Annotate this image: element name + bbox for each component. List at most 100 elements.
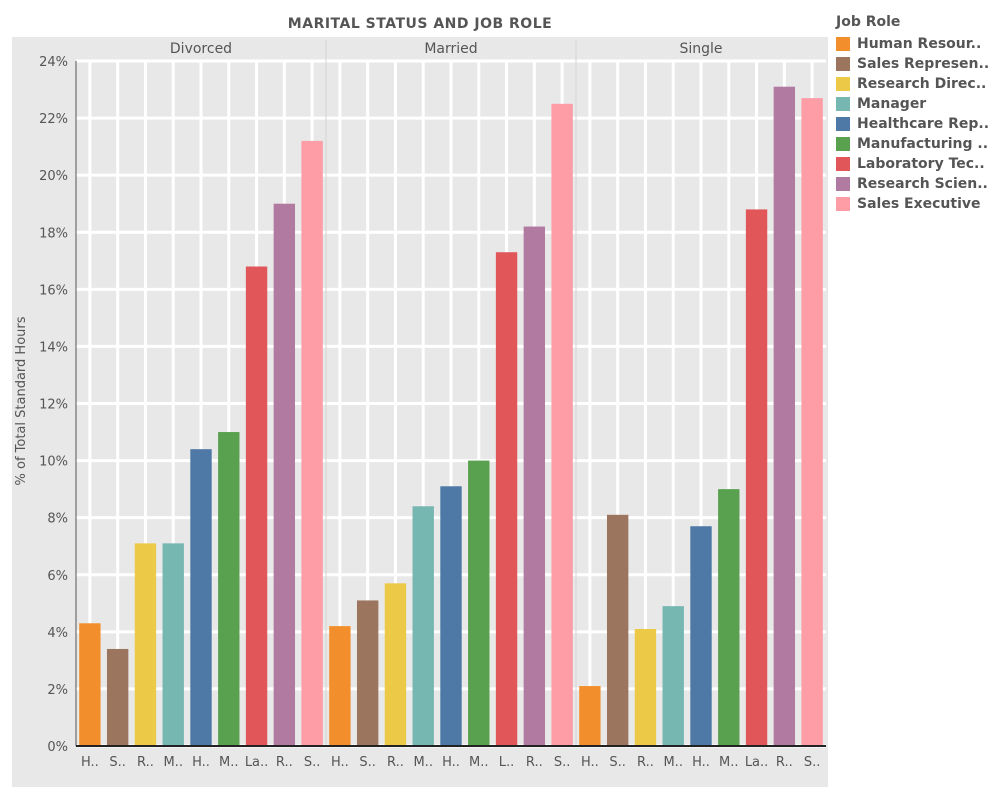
y-tick-label: 16%	[39, 283, 68, 298]
bar[interactable]	[134, 543, 157, 746]
legend-label: Manufacturing ..	[857, 136, 989, 152]
x-tick-label: M..	[663, 755, 682, 770]
bar[interactable]	[329, 626, 351, 746]
bar[interactable]	[773, 86, 796, 746]
x-tick-label: M..	[163, 755, 182, 770]
x-tick-label: M..	[719, 755, 738, 770]
legend-label: Healthcare Rep..	[857, 116, 990, 132]
bar[interactable]	[356, 600, 379, 746]
x-tick-label: H..	[442, 755, 460, 770]
y-tick-label: 4%	[47, 626, 68, 641]
y-tick-label: 20%	[39, 169, 68, 184]
legend-label: Research Direc..	[857, 76, 987, 92]
legend-item[interactable]: Manufacturing ..	[836, 134, 999, 154]
bar[interactable]	[106, 648, 129, 746]
legend-swatch	[836, 57, 850, 71]
bar[interactable]	[606, 514, 629, 746]
x-tick-label: S..	[554, 755, 571, 770]
legend: Job Role Human Resour.. Sales Represen.. R…	[836, 14, 999, 214]
x-tick-label: R..	[276, 755, 293, 770]
legend-swatch	[836, 77, 850, 91]
legend-swatch	[836, 117, 850, 131]
x-tick-label: S..	[609, 755, 626, 770]
x-tick-label: M..	[219, 755, 238, 770]
y-axis-title: % of Total Standard Hours	[14, 316, 29, 485]
bar[interactable]	[384, 583, 407, 746]
legend-label: Sales Represen..	[857, 56, 990, 72]
y-tick-label: 14%	[39, 340, 68, 355]
x-tick-label: S..	[304, 755, 321, 770]
bar[interactable]	[579, 686, 601, 746]
legend-item[interactable]: Sales Executive	[836, 194, 999, 214]
x-tick-label: M..	[469, 755, 488, 770]
bar[interactable]	[468, 460, 490, 746]
legend-label: Human Resour..	[857, 36, 982, 52]
bar[interactable]	[523, 226, 546, 746]
bar[interactable]	[440, 486, 462, 746]
panels-layer: Divorced H.. S.. R.. M.. H.. M.. La.. R.. S.. Marr…	[76, 40, 826, 770]
x-tick-label: R..	[137, 755, 154, 770]
panel-header: Married	[424, 41, 477, 57]
x-tick-label: R..	[776, 755, 793, 770]
legend-item[interactable]: Research Direc..	[836, 74, 999, 94]
x-tick-label: R..	[526, 755, 543, 770]
legend-label: Laboratory Tec..	[857, 156, 985, 172]
legend-item[interactable]: Manager	[836, 94, 999, 114]
y-tick-label: 2%	[47, 683, 68, 698]
x-tick-label: S..	[109, 755, 126, 770]
legend-label: Manager	[857, 96, 927, 112]
x-tick-label: H..	[692, 755, 710, 770]
bar[interactable]	[245, 266, 268, 747]
y-tick-label: 6%	[47, 569, 68, 584]
bar[interactable]	[690, 526, 712, 746]
legend-swatch	[836, 197, 850, 211]
y-tick-label: 0%	[47, 740, 68, 755]
bar[interactable]	[662, 606, 684, 746]
legend-label: Research Scien..	[857, 176, 988, 192]
legend-title: Job Role	[836, 14, 901, 30]
legend-swatch	[836, 137, 850, 151]
x-tick-label: H..	[331, 755, 349, 770]
y-tick-label: 8%	[47, 512, 68, 527]
bar[interactable]	[79, 623, 101, 746]
bar[interactable]	[551, 103, 573, 746]
panel-header: Single	[679, 41, 722, 57]
bar[interactable]	[412, 506, 434, 746]
x-tick-label: H..	[581, 755, 599, 770]
legend-swatch	[836, 177, 850, 191]
legend-items: Human Resour.. Sales Represen.. Research D…	[836, 34, 999, 214]
y-tick-label: 22%	[39, 112, 68, 127]
x-tick-label: L..	[499, 755, 515, 770]
legend-item[interactable]: Research Scien..	[836, 174, 999, 194]
legend-item[interactable]: Laboratory Tec..	[836, 154, 999, 174]
bar[interactable]	[801, 98, 823, 746]
x-tick-label: La..	[245, 755, 268, 770]
legend-label: Sales Executive	[857, 196, 981, 212]
legend-item[interactable]: Sales Represen..	[836, 54, 999, 74]
y-tick-label: 10%	[39, 455, 68, 470]
legend-item[interactable]: Human Resour..	[836, 34, 999, 54]
y-tick-label: 18%	[39, 226, 68, 241]
bar[interactable]	[301, 140, 323, 746]
x-tick-label: S..	[359, 755, 376, 770]
bar[interactable]	[162, 543, 184, 746]
panel-header: Divorced	[170, 41, 232, 57]
bar[interactable]	[190, 449, 212, 746]
bar[interactable]	[273, 203, 296, 747]
bar[interactable]	[495, 252, 518, 746]
bar[interactable]	[218, 432, 240, 746]
y-axis: 0% 2% 4% 6% 8% 10% 12% 14% 16% 18% 20% 22% 24%	[39, 55, 826, 755]
x-tick-label: R..	[387, 755, 404, 770]
x-tick-label: H..	[192, 755, 210, 770]
y-tick-label: 24%	[39, 55, 68, 70]
x-tick-label: M..	[413, 755, 432, 770]
x-tick-label: R..	[637, 755, 654, 770]
legend-item[interactable]: Healthcare Rep..	[836, 114, 999, 134]
chart-title: MARITAL STATUS AND JOB ROLE	[288, 16, 552, 32]
legend-swatch	[836, 97, 850, 111]
bar[interactable]	[745, 209, 768, 746]
x-tick-label: S..	[804, 755, 821, 770]
bar[interactable]	[634, 628, 657, 746]
bar[interactable]	[718, 489, 740, 746]
